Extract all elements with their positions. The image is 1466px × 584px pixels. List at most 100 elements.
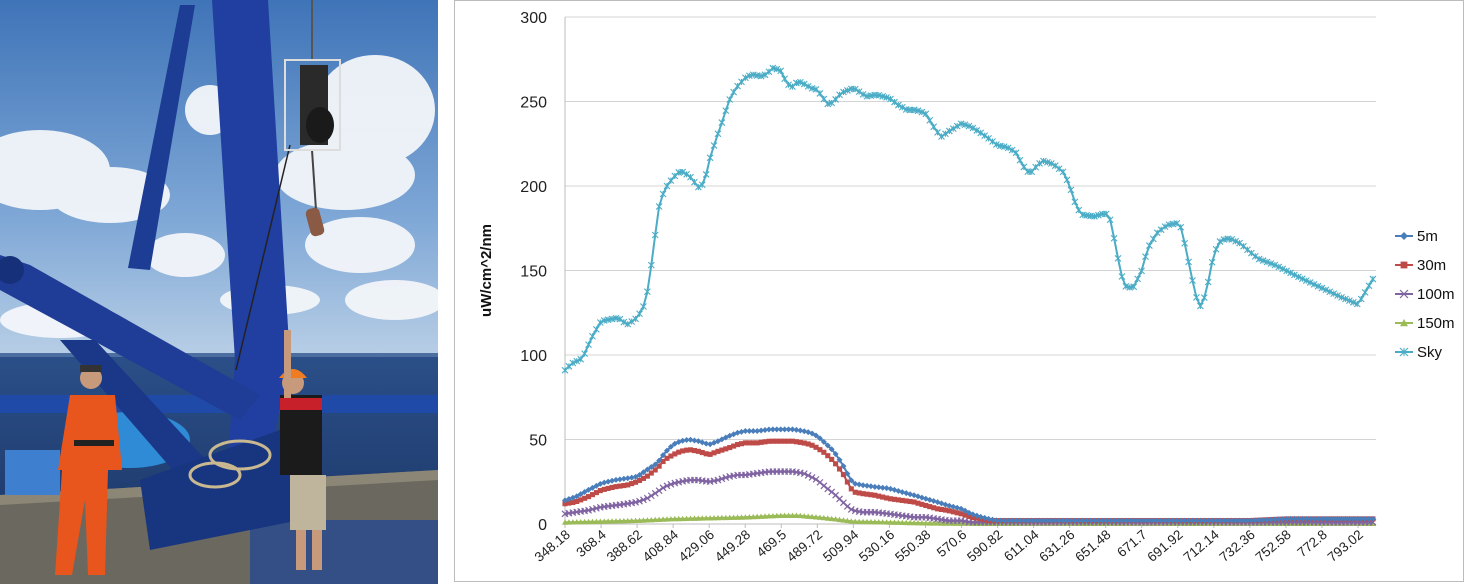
data-point xyxy=(769,64,777,72)
data-point xyxy=(817,447,823,453)
data-point xyxy=(1095,211,1102,219)
data-point xyxy=(730,514,737,520)
data-point xyxy=(663,482,671,490)
data-point xyxy=(800,80,808,88)
data-point xyxy=(620,475,627,482)
data-point xyxy=(648,470,654,476)
y-tick-label: 250 xyxy=(520,95,547,112)
data-point xyxy=(1020,517,1027,524)
data-point xyxy=(758,513,765,519)
data-point xyxy=(738,428,745,435)
data-point xyxy=(1157,226,1165,234)
data-point xyxy=(785,512,792,518)
data-point xyxy=(895,519,902,525)
data-point xyxy=(1036,160,1043,167)
data-point xyxy=(789,426,796,433)
data-point xyxy=(824,100,832,108)
data-point xyxy=(1279,516,1286,523)
data-point xyxy=(773,65,781,73)
data-point xyxy=(754,428,761,435)
data-point xyxy=(640,303,647,310)
data-point xyxy=(680,448,686,454)
y-axis-label: uW/cm^2/nm xyxy=(478,224,495,317)
data-point xyxy=(612,314,620,322)
data-point xyxy=(1103,517,1110,524)
data-point xyxy=(636,517,643,523)
data-point xyxy=(875,91,883,99)
data-point xyxy=(1091,517,1098,524)
data-point xyxy=(750,513,757,520)
data-point xyxy=(585,518,592,525)
data-point xyxy=(891,519,898,525)
data-point xyxy=(714,130,722,138)
data-point xyxy=(722,474,730,482)
data-point xyxy=(589,505,596,513)
x-tick-label: 570.6 xyxy=(934,527,970,560)
data-point xyxy=(907,519,914,526)
data-point xyxy=(898,103,906,111)
data-point xyxy=(804,472,812,479)
spectral-irradiance-chart: 0 50 100 150 200 250 300 348.18 368.4 388.62 408.… xyxy=(454,0,1464,582)
data-point xyxy=(1122,517,1129,524)
data-point xyxy=(844,470,851,477)
data-point xyxy=(1318,284,1326,292)
data-point xyxy=(570,499,576,505)
data-point xyxy=(762,439,768,445)
data-point xyxy=(1400,319,1408,327)
data-point xyxy=(1311,515,1318,522)
data-point xyxy=(659,190,667,198)
data-point xyxy=(1369,515,1376,522)
data-point xyxy=(773,426,780,433)
data-point xyxy=(785,426,792,433)
data-point xyxy=(894,101,902,109)
data-point xyxy=(663,447,670,454)
data-point xyxy=(899,497,905,503)
data-point xyxy=(731,443,737,449)
data-point xyxy=(573,357,581,365)
legend-item-5m: 5m xyxy=(1395,228,1438,245)
data-point xyxy=(605,518,612,524)
data-point xyxy=(962,507,969,514)
data-point xyxy=(821,449,827,455)
data-point xyxy=(903,519,910,526)
data-point xyxy=(1232,237,1240,245)
data-point xyxy=(589,518,596,525)
data-point xyxy=(1248,517,1255,524)
data-point xyxy=(813,444,819,450)
data-point xyxy=(565,519,572,525)
data-point xyxy=(773,512,780,519)
data-point xyxy=(852,480,859,487)
data-point xyxy=(808,84,816,92)
data-point xyxy=(761,71,769,79)
data-point xyxy=(930,123,938,131)
data-point xyxy=(730,88,738,96)
data-point xyxy=(1040,157,1047,165)
data-point xyxy=(683,515,690,522)
data-point xyxy=(907,498,913,505)
data-point xyxy=(1169,517,1176,524)
data-point xyxy=(632,315,639,323)
data-point xyxy=(616,518,623,524)
data-point xyxy=(628,474,635,481)
data-point xyxy=(632,517,639,524)
data-point xyxy=(934,520,941,526)
data-point xyxy=(672,451,678,457)
data-point xyxy=(647,261,655,269)
data-point xyxy=(648,516,655,523)
data-point xyxy=(735,442,741,448)
data-point xyxy=(938,500,945,507)
data-point xyxy=(683,170,690,178)
data-point xyxy=(887,519,894,525)
data-point xyxy=(1138,267,1145,275)
data-point xyxy=(867,518,874,525)
data-point xyxy=(1048,517,1055,524)
data-point xyxy=(651,489,659,497)
data-point xyxy=(1236,517,1243,524)
data-point xyxy=(1326,515,1333,522)
data-point xyxy=(766,438,772,444)
data-point xyxy=(816,435,823,442)
data-point xyxy=(1346,515,1353,522)
data-point xyxy=(727,445,733,451)
data-point xyxy=(848,486,854,492)
